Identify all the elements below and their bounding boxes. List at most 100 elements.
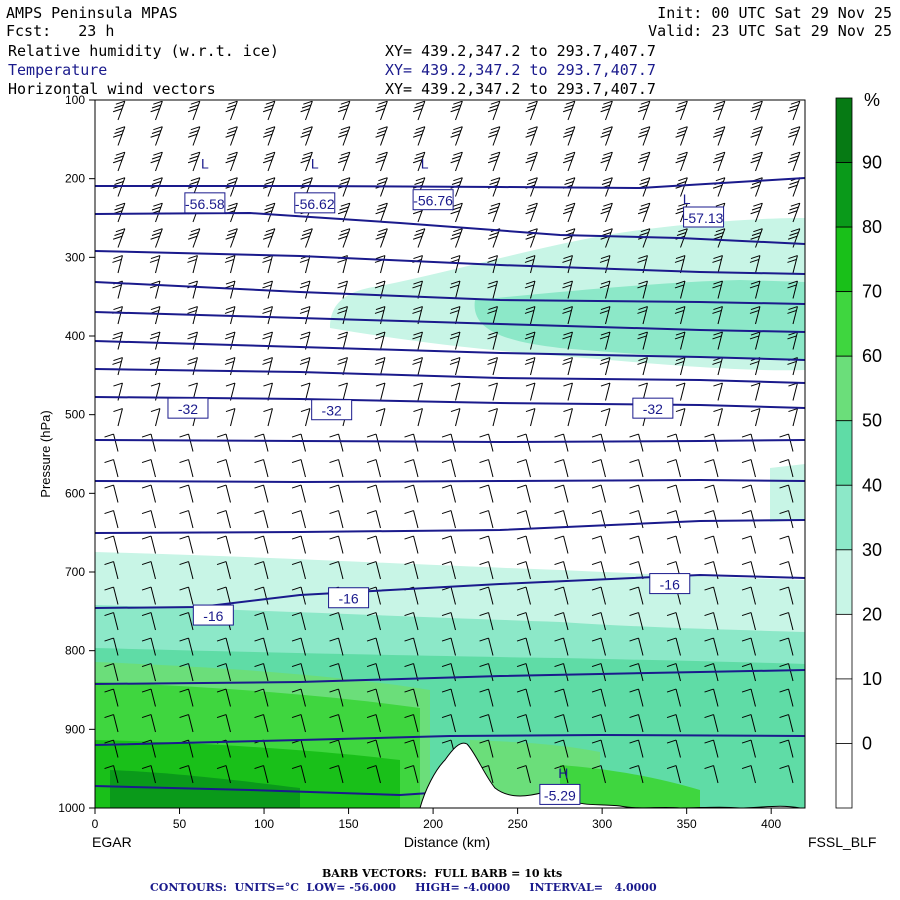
wind-barb-flag	[337, 284, 347, 289]
wind-barb-flag	[301, 231, 312, 236]
wind-barb	[525, 586, 531, 605]
wind-barb	[717, 101, 726, 121]
wind-barb	[642, 280, 648, 299]
wind-barb-flag	[554, 714, 564, 719]
wind-barb-flag	[524, 335, 535, 340]
wind-barb	[113, 586, 119, 605]
wind-barb	[263, 612, 269, 631]
colorbar-segment	[835, 549, 853, 615]
wind-barb-flag	[329, 433, 339, 438]
wind-barb	[225, 714, 231, 733]
wind-barb-flag	[603, 177, 613, 182]
temperature-contour	[95, 785, 431, 797]
wind-barb-flag	[404, 484, 414, 489]
wind-barb-flag	[189, 129, 199, 134]
wind-barb-flag	[189, 155, 199, 160]
wind-barb	[525, 459, 531, 478]
wind-barb-flag	[366, 484, 377, 489]
wind-barb-flag	[600, 408, 611, 413]
wind-barb	[600, 459, 606, 478]
wind-barb-flag	[753, 228, 763, 233]
wind-barb	[605, 126, 613, 146]
wind-barb-flag	[376, 231, 387, 236]
wind-barb-flag	[554, 765, 564, 770]
wind-barb	[680, 255, 686, 274]
wind-barb-flag	[787, 235, 798, 240]
wind-barb-flag	[450, 408, 461, 413]
extrema-mark: H	[558, 765, 568, 781]
wind-barb-flag	[666, 510, 677, 515]
wind-barb-flag	[749, 258, 760, 263]
wind-barb-flag	[189, 104, 199, 109]
wind-barb-flag	[562, 335, 572, 340]
wind-barb	[563, 510, 569, 529]
wind-barb	[342, 126, 351, 146]
wind-barb-flag	[413, 408, 423, 413]
wind-barb-flag	[216, 484, 227, 489]
wind-barb-flag	[366, 688, 377, 693]
wind-barb-flag	[591, 637, 602, 642]
wind-barb-flag	[415, 177, 426, 182]
wind-barb	[717, 177, 726, 197]
rh-low-right-70	[560, 765, 700, 808]
wind-barb-flag	[712, 284, 722, 289]
wind-barb-flag	[190, 126, 201, 131]
wind-barb	[150, 561, 156, 580]
wind-barb-flag	[479, 663, 489, 668]
wind-barb-flag	[189, 180, 199, 185]
wind-barb-flag	[113, 382, 123, 387]
wind-barb	[305, 228, 313, 248]
y-tick-label: 600	[65, 486, 85, 500]
wind-barb-flag	[225, 280, 236, 285]
wind-barb-flag	[451, 180, 462, 185]
wind-barb-flag	[404, 739, 414, 744]
wind-barb-flag	[301, 180, 312, 185]
wind-barb	[455, 331, 461, 350]
field-rh-title: Relative humidity (w.r.t. ice)	[8, 42, 279, 60]
wind-barb-flag	[404, 637, 414, 642]
wind-barb-flag	[141, 739, 152, 744]
wind-barb	[192, 152, 201, 172]
wind-barb	[455, 255, 461, 274]
wind-barb	[717, 306, 723, 325]
wind-barb-flag	[565, 100, 576, 105]
contour-label-box	[167, 397, 209, 419]
wind-barb-flag	[779, 663, 789, 668]
contour-label-box	[649, 573, 691, 595]
wind-barb	[755, 408, 761, 427]
wind-barb-flag	[704, 586, 714, 591]
wind-barb-flag	[153, 151, 163, 156]
wind-barb	[525, 510, 531, 529]
wind-barb-flag	[678, 100, 688, 105]
wind-barb-flag	[526, 104, 537, 109]
wind-barb-flag	[141, 765, 152, 770]
wind-barb-flag	[666, 561, 677, 566]
wind-barb-flag	[329, 561, 339, 566]
wind-barb-flag	[490, 177, 501, 182]
wind-barb-flag	[303, 177, 313, 182]
wind-barb-flag	[562, 159, 573, 164]
wind-barb	[375, 484, 381, 503]
wind-barb-flag	[375, 357, 386, 362]
wind-barb-flag	[790, 228, 801, 233]
wind-barb-flag	[666, 484, 677, 489]
wind-barb	[413, 714, 419, 733]
wind-barb-flag	[141, 459, 152, 464]
wind-barb-flag	[779, 637, 789, 642]
wind-barb-flag	[704, 510, 714, 515]
wind-barb-flag	[224, 309, 235, 314]
wind-barb	[605, 101, 613, 121]
wind-barb-flag	[601, 231, 612, 236]
wind-barb-flag	[599, 258, 610, 263]
wind-barb-flag	[375, 210, 385, 215]
wind-barb-flag	[300, 235, 310, 240]
wind-barb-flag	[300, 306, 311, 311]
wind-barb-flag	[591, 586, 602, 591]
wind-barb-flag	[516, 459, 527, 464]
wind-barb	[380, 101, 388, 121]
wind-barb-flag	[104, 612, 114, 617]
wind-barb-flag	[216, 586, 227, 591]
wind-barb-flag	[366, 739, 377, 744]
wind-barb-flag	[638, 280, 648, 285]
wind-barb	[642, 101, 651, 121]
